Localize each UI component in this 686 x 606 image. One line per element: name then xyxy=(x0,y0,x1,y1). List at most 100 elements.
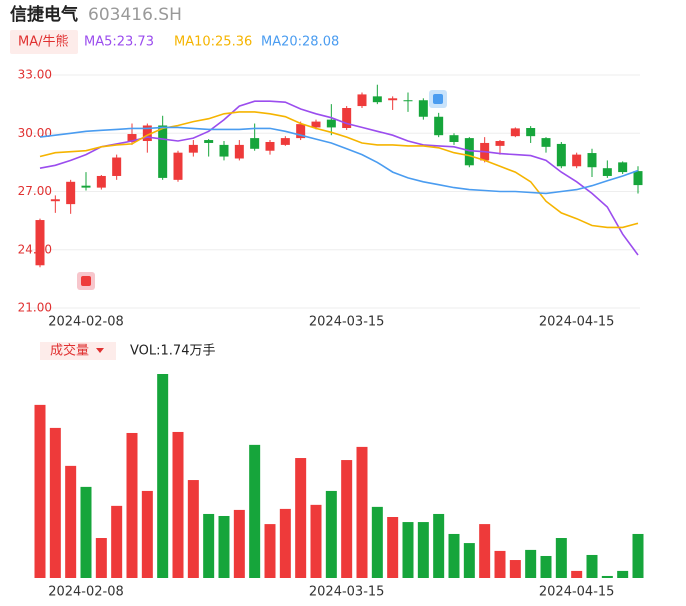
volume-bar xyxy=(463,543,475,578)
candle-body xyxy=(449,135,459,142)
volume-bar xyxy=(203,513,215,578)
volume-bar xyxy=(509,560,521,578)
candle-body xyxy=(464,138,474,166)
candle-body xyxy=(173,152,183,180)
volume-bar xyxy=(387,517,399,578)
volume-bar xyxy=(448,533,460,578)
candle-body xyxy=(142,125,152,142)
volume-bar xyxy=(371,506,383,578)
candle-body xyxy=(127,134,137,142)
legend-entry: MA10:25.36 xyxy=(174,35,252,50)
volume-bar xyxy=(295,458,307,578)
candle-body xyxy=(280,138,290,145)
x-tick-label: 2024-03-15 xyxy=(309,585,385,600)
volume-bar xyxy=(325,490,337,578)
candle-body xyxy=(388,98,398,101)
x-tick-label: 2024-02-08 xyxy=(48,585,124,600)
candle-body xyxy=(556,143,566,167)
volume-bar xyxy=(617,570,629,578)
candle-body xyxy=(357,94,367,107)
candle-body xyxy=(296,124,306,139)
volume-bar xyxy=(172,431,184,578)
candle-body xyxy=(66,181,76,205)
volume-bar xyxy=(555,538,567,578)
volume-bar xyxy=(433,513,445,578)
candle-body xyxy=(403,100,413,102)
volume-bar xyxy=(111,505,123,578)
stock-name: 信捷电气 xyxy=(10,4,78,25)
legend-entry: MA20:28.08 xyxy=(261,35,339,50)
y-tick-label: 21.00 xyxy=(18,301,52,315)
signal-icon xyxy=(433,94,443,104)
volume-bar xyxy=(279,508,291,578)
volume-bar xyxy=(80,486,92,578)
x-tick-label: 2024-02-08 xyxy=(48,315,124,330)
candle-body xyxy=(587,153,597,168)
ma-line xyxy=(39,111,639,229)
candle-body xyxy=(572,154,582,167)
candle-body xyxy=(50,199,60,202)
ma-menu[interactable]: MA/牛熊 xyxy=(18,34,69,50)
candle-body xyxy=(234,144,244,159)
y-tick-label: 27.00 xyxy=(18,184,52,198)
y-tick-label: 33.00 xyxy=(18,68,52,82)
y-tick-label: 30.00 xyxy=(18,126,52,140)
indicator-menu[interactable]: 成交量 xyxy=(50,343,89,359)
volume-bar xyxy=(141,490,153,578)
volume-bar xyxy=(571,570,583,578)
candle-body xyxy=(495,141,505,146)
volume-bar xyxy=(65,465,77,578)
volume-bar xyxy=(632,533,644,578)
candle-body xyxy=(265,141,275,151)
volume-bar xyxy=(402,522,414,578)
volume-bar xyxy=(264,524,276,578)
dropdown-arrow[interactable] xyxy=(96,348,104,353)
candle-body xyxy=(81,185,91,188)
signal-icon xyxy=(81,276,91,286)
candle-body xyxy=(372,96,382,103)
candle-body xyxy=(219,144,229,157)
candle-body xyxy=(618,162,628,173)
candle-body xyxy=(188,144,198,153)
volume-bar xyxy=(95,538,107,578)
volume-bar xyxy=(586,554,598,578)
volume-bar xyxy=(49,427,61,578)
stock-code: 603416.SH xyxy=(88,5,182,25)
volume-bar xyxy=(126,432,138,578)
ma-line xyxy=(39,126,639,195)
candle-body xyxy=(541,138,551,147)
candle-body xyxy=(204,140,214,143)
ma-menu-bg[interactable] xyxy=(10,30,78,54)
volume-bar xyxy=(356,446,368,578)
volume-bar xyxy=(540,555,552,578)
candle-body xyxy=(418,100,428,117)
volume-bar xyxy=(34,404,46,578)
candle-body xyxy=(434,116,444,136)
volume-bar xyxy=(157,374,169,578)
ma-line xyxy=(39,100,639,256)
volume-bar xyxy=(187,480,199,578)
candle-body xyxy=(602,168,612,176)
x-tick-label: 2024-03-15 xyxy=(309,315,385,330)
volume-bar xyxy=(233,509,245,578)
volume-bar xyxy=(249,444,261,578)
volume-bar xyxy=(218,515,230,578)
candle-body xyxy=(526,128,536,137)
candle-body xyxy=(112,157,122,176)
candle-body xyxy=(633,171,643,186)
volume-bar xyxy=(479,524,491,578)
x-tick-label: 2024-04-15 xyxy=(539,315,615,330)
volume-label: VOL:1.74万手 xyxy=(130,344,215,359)
candle-body xyxy=(510,128,520,137)
candle-body xyxy=(311,121,321,128)
volume-bar xyxy=(494,550,506,578)
candle-body xyxy=(250,138,260,149)
legend-entry: MA5:23.73 xyxy=(84,35,154,50)
volume-bar xyxy=(341,460,353,578)
volume-bar xyxy=(601,575,613,578)
indicator-menu-bg[interactable] xyxy=(40,342,116,360)
candle-body xyxy=(35,220,45,266)
candle-body xyxy=(96,175,106,188)
volume-bar xyxy=(417,522,429,578)
